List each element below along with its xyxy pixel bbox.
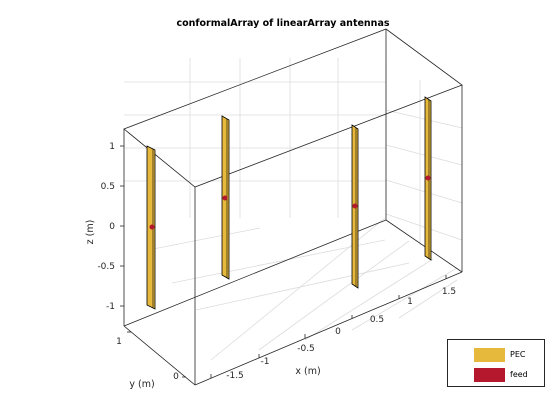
feed-point — [352, 203, 358, 209]
dipole-element-2 — [221, 115, 230, 280]
y-axis-label: y (m) — [129, 379, 154, 390]
x-tick-label: 0.5 — [370, 315, 384, 325]
x-axis-label: x (m) — [295, 366, 320, 377]
legend-label-pec: PEC — [510, 350, 526, 359]
axes-box — [123, 28, 463, 386]
x-tick-label: -1.5 — [226, 371, 244, 381]
z-tick-label: -0.5 — [97, 262, 115, 272]
z-tick-label: -1 — [106, 302, 115, 312]
y-ticks — [127, 331, 186, 378]
legend-swatch-pec — [474, 347, 505, 362]
x-tick-label: 0 — [335, 327, 341, 337]
y-tick-labels: 1 0 — [116, 337, 179, 382]
feed-point — [222, 195, 228, 201]
feed-point — [149, 224, 155, 230]
legend-item-feed: feed — [474, 366, 528, 383]
side-grid — [385, 80, 463, 245]
legend-item-pec: PEC — [474, 346, 525, 363]
dipole-element-4 — [424, 96, 432, 261]
dipole-element-1 — [146, 145, 156, 310]
legend-swatch-feed — [474, 367, 505, 382]
z-axis-label: z (m) — [85, 220, 96, 245]
x-tick-label: -1 — [261, 357, 270, 367]
legend: PEC feed — [447, 339, 545, 387]
back-grid — [124, 58, 387, 218]
x-tick-labels: -1.5 -1 -0.5 0 0.5 1 1.5 — [226, 287, 456, 381]
legend-label-feed: feed — [510, 370, 528, 379]
x-tick-label: -0.5 — [297, 344, 315, 354]
y-tick-label: 1 — [116, 337, 122, 347]
z-tick-label: 1 — [109, 142, 115, 152]
x-tick-label: 1 — [407, 297, 413, 307]
z-tick-label: 0.5 — [101, 182, 115, 192]
z-tick-label: 0 — [109, 222, 115, 232]
floor-grid — [147, 217, 458, 361]
z-tick-labels: 1 0.5 0 -0.5 -1 — [97, 142, 115, 312]
feed-point — [425, 175, 431, 181]
plot-title: conformalArray of linearArray antennas — [176, 18, 389, 29]
dipole-element-3 — [351, 124, 359, 289]
y-tick-label: 0 — [173, 372, 179, 382]
x-tick-label: 1.5 — [442, 287, 456, 297]
x-ticks — [210, 275, 447, 378]
z-ticks — [120, 145, 124, 307]
